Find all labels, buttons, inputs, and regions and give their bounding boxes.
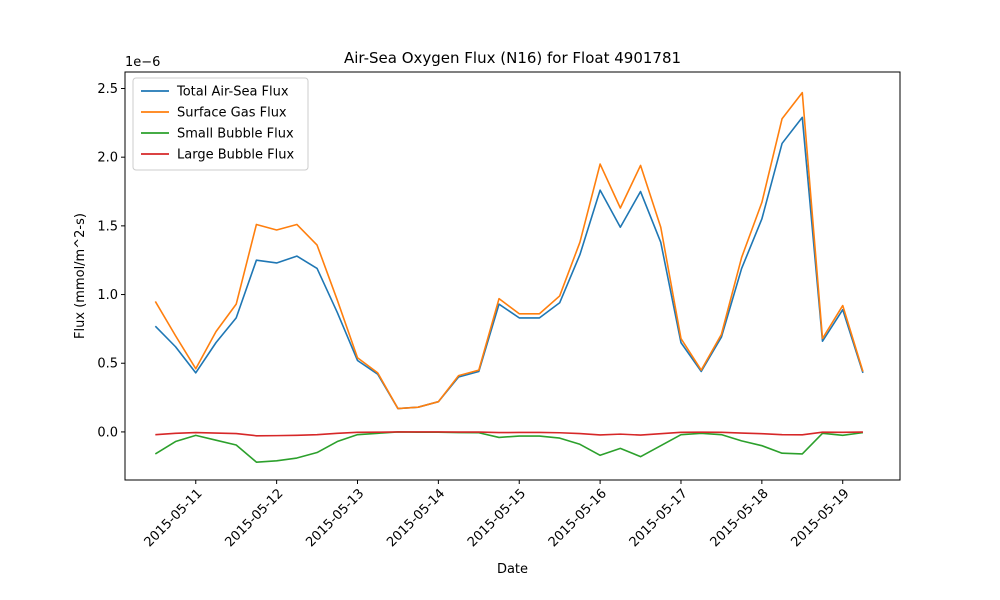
x-tick-label: 2015-05-17 [627,486,691,550]
y-tick-label: 1.5 [97,219,118,234]
y-tick-label: 0.5 [97,357,118,372]
x-tick-label: 2015-05-12 [222,486,286,550]
axes-frame [124,71,901,481]
x-axis-ticks: 2015-05-11 2015-05-12 2015-05-13 2015-05-14… [142,480,853,550]
x-tick-label: 2015-05-13 [303,486,367,550]
y-axis-offset-label: 1e−6 [125,55,160,70]
series-layer [154,91,864,463]
series-line-3 [154,431,864,463]
legend-entry: Total Air-Sea Flux [176,85,289,100]
y-tick-label: 2.0 [97,151,118,166]
x-tick-label: 2015-05-19 [789,486,853,550]
legend: Total Air-Sea Flux Surface Gas Flux Small … [132,77,309,171]
x-tick-label: 2015-05-16 [546,486,610,550]
legend-entry: Small Bubble Flux [177,127,294,142]
legend-entry: Large Bubble Flux [177,148,294,163]
x-axis-label: Date [497,562,528,577]
series-line-1 [154,116,864,410]
x-tick-label: 2015-05-14 [384,486,448,550]
legend-entry: Surface Gas Flux [177,106,287,121]
y-tick-label: 2.5 [97,82,118,97]
y-axis-label: Flux (mmol/m^2-s) [73,213,88,339]
series-line-4 [155,431,863,437]
series-line-2 [154,91,864,410]
x-tick-label: 2015-05-11 [142,486,206,550]
y-tick-label: 1.0 [97,288,118,303]
y-tick-label: 0.0 [97,425,118,440]
x-tick-label: 2015-05-18 [708,486,772,550]
chart-title: Air-Sea Oxygen Flux (N16) for Float 4901… [344,49,681,67]
legend-box [132,77,309,171]
x-tick-label: 2015-05-15 [465,486,529,550]
y-axis-ticks: 0.0 0.5 1.0 1.5 2.0 2.5 [97,82,125,440]
